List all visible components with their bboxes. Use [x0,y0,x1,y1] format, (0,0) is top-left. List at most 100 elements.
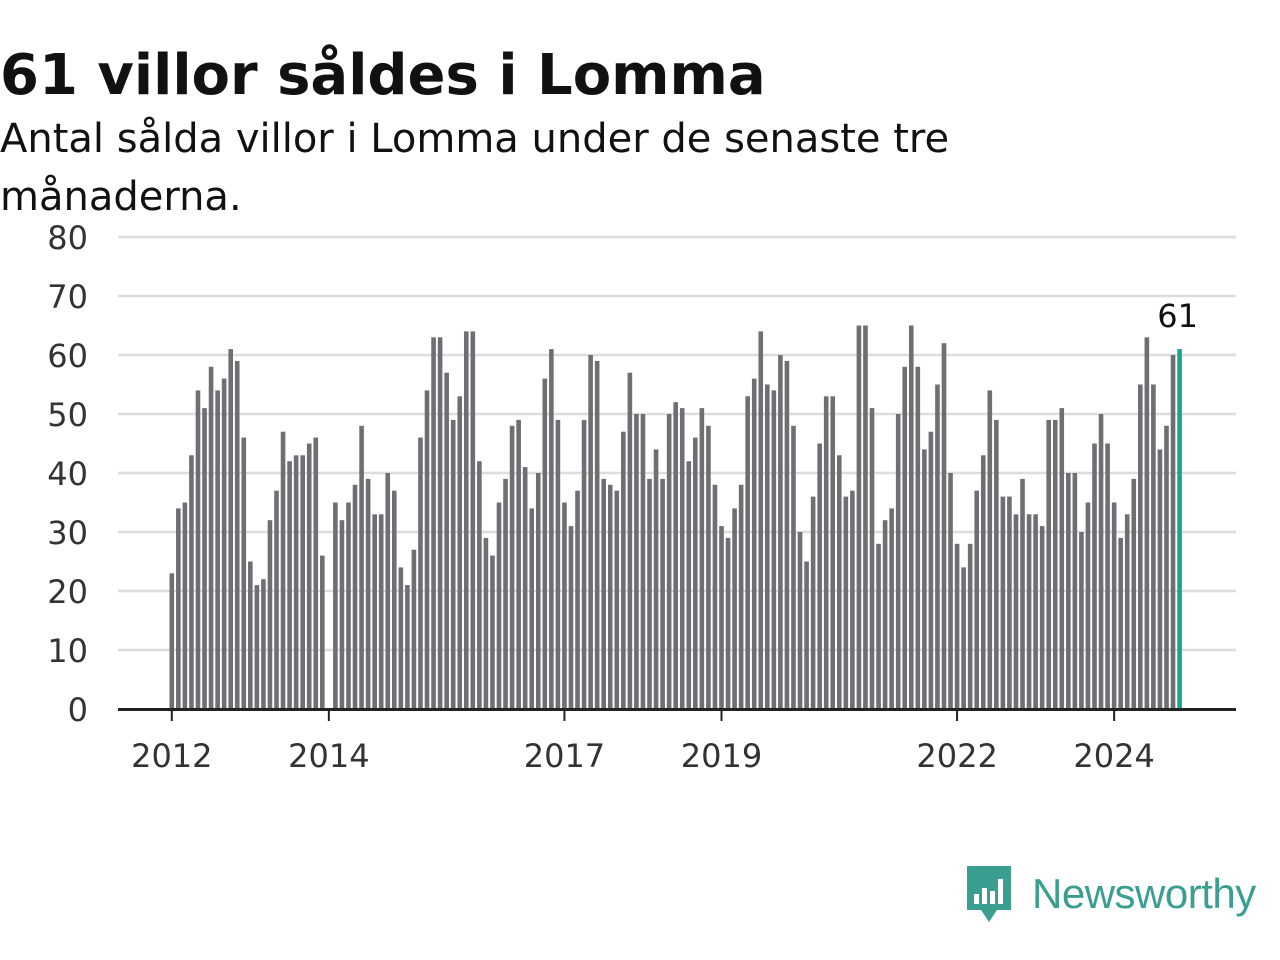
y-tick-label: 50 [47,396,88,434]
bar [1118,537,1123,709]
bar [346,502,351,709]
bar [738,484,744,709]
bar [908,325,914,709]
y-tick-label: 0 [68,691,88,729]
bar [922,449,927,709]
bar [1020,478,1025,709]
y-tick-label: 80 [47,219,88,257]
bar [241,437,247,709]
bar [882,520,888,709]
bar [169,573,175,709]
bar [274,490,279,709]
bar [778,355,783,709]
bar [653,449,659,709]
bar [895,414,901,709]
bar [869,408,875,709]
bar [673,402,678,709]
chart-subtitle: Antal sålda villor i Lomma under de sena… [0,116,950,220]
bar [1072,473,1078,709]
bar [339,520,345,709]
bar [405,585,410,709]
x-tick-label: 2022 [916,737,997,775]
bar [444,372,449,709]
bar [751,378,757,709]
y-tick-label: 10 [47,632,88,670]
bar [267,520,273,709]
bar [1170,355,1176,709]
bar [450,419,456,709]
bar [522,467,528,709]
bar [1098,414,1104,709]
bar [1000,496,1006,709]
bar [562,502,567,709]
bar [392,490,397,709]
bar [954,543,960,709]
bar [941,343,947,709]
bar [254,585,260,709]
bar [987,390,993,709]
bar [411,549,417,709]
bar [463,331,469,709]
bar [1026,514,1032,709]
bar [529,508,535,709]
bar [856,325,862,709]
bar [588,355,593,709]
x-tick-label: 2014 [288,737,369,775]
bar [542,378,548,709]
bar [719,526,724,709]
bar [810,496,816,709]
bar [287,461,292,709]
bar [594,360,600,709]
bar [784,360,790,709]
bar [215,390,220,709]
x-tick-label: 2024 [1073,737,1154,775]
bar [1033,514,1038,709]
bar [398,567,404,709]
bar [248,561,253,709]
bar [817,443,822,709]
bar [693,437,698,709]
chart-title: 61 villor såldes i Lomma [0,43,766,108]
bar [234,360,240,709]
bar [712,484,718,709]
y-tick-label: 30 [47,514,88,552]
x-axis-ticks: 2012 2014 2017 2019 2022 2024 [131,709,1155,775]
bar [1066,473,1071,709]
bar [490,555,495,709]
bar [607,484,613,709]
bar [843,496,849,709]
bar [535,473,541,709]
bar [496,502,502,709]
bar [1164,425,1169,709]
bar [1079,532,1084,709]
bar [889,508,894,709]
newsworthy-logo-icon [967,866,1011,922]
bar [581,419,587,709]
bar [1007,496,1012,709]
bar [666,414,672,709]
bar [640,414,646,709]
bar [182,502,188,709]
bar [176,508,181,709]
bar [503,478,508,709]
bar [202,408,207,709]
bar [365,478,371,709]
bar [994,419,999,709]
bar [660,478,665,709]
bar [948,473,953,709]
bar [725,537,731,709]
bar [627,372,633,709]
bar [477,461,482,709]
x-tick-label: 2019 [681,737,762,775]
bar [424,390,430,709]
bar [601,478,606,709]
bar [967,543,973,709]
bar [1124,514,1130,709]
newsworthy-logo[interactable]: Newsworthy [964,862,1256,926]
bar [699,408,705,709]
bar [208,366,214,709]
bar [261,579,266,709]
bar [470,331,476,709]
bar [902,366,908,709]
bar [836,455,842,709]
